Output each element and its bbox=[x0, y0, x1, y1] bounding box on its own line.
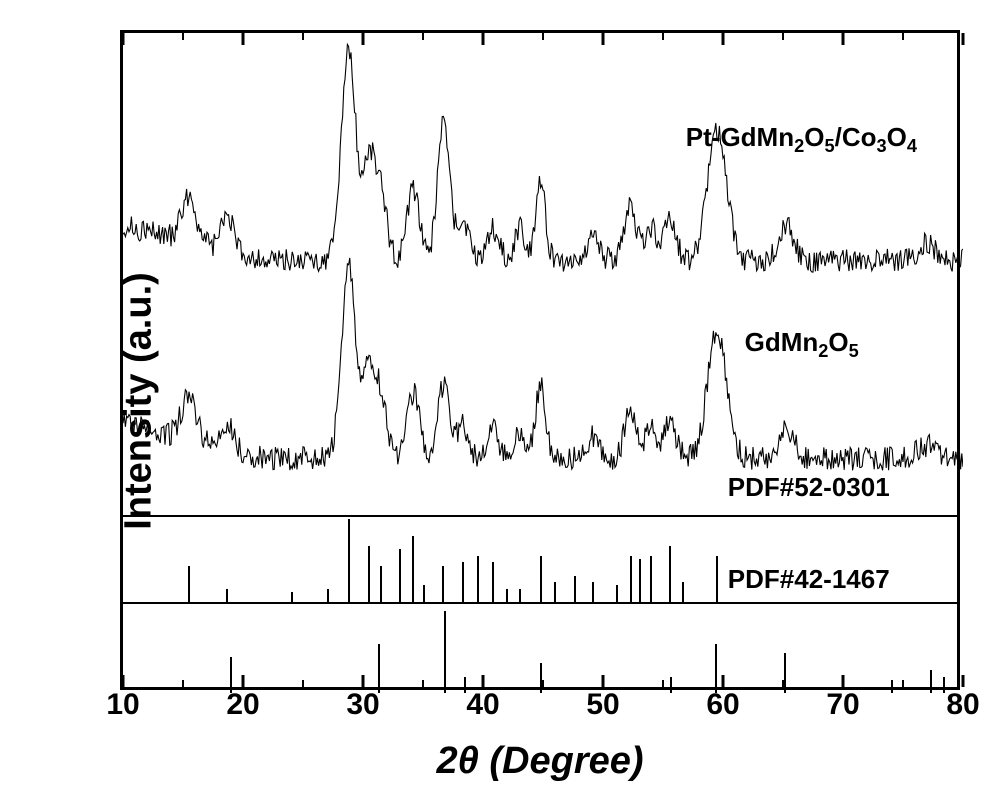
pdf-stick bbox=[464, 677, 466, 694]
pdf-stick bbox=[540, 663, 542, 693]
pdf-stick bbox=[462, 562, 464, 602]
pdf-stick bbox=[670, 677, 672, 694]
x-tick-label: 60 bbox=[706, 688, 739, 722]
x-axis-label: 2θ (Degree) bbox=[120, 740, 960, 783]
pdf-stick bbox=[574, 576, 576, 602]
pdf-stick bbox=[669, 546, 671, 602]
x-tick-label: 80 bbox=[946, 688, 979, 722]
pdf-stick bbox=[492, 562, 494, 602]
pdf-stick bbox=[943, 677, 945, 694]
pdf-stick bbox=[188, 566, 190, 602]
pdf-stick bbox=[368, 546, 370, 602]
x-tick-label: 10 bbox=[106, 688, 139, 722]
pdf-stick bbox=[230, 657, 232, 693]
pdf-stick bbox=[380, 566, 382, 602]
plot-area: 1020304050607080Pt-GdMn2O5/Co3O4GdMn2O5P… bbox=[120, 30, 960, 690]
annot_p52: PDF#52-0301 bbox=[728, 472, 890, 503]
pdf-stick bbox=[616, 585, 618, 602]
pdf-stick bbox=[423, 585, 425, 602]
pdf-stick bbox=[715, 644, 717, 694]
pdf-stick bbox=[540, 556, 542, 602]
pdf-stick bbox=[639, 559, 641, 602]
pdf-stick bbox=[784, 653, 786, 693]
pdf-stick bbox=[716, 556, 718, 602]
pdf-stick bbox=[226, 589, 228, 602]
pdf-stick bbox=[630, 556, 632, 602]
pdf-stick bbox=[444, 611, 446, 694]
pdf-stick bbox=[554, 582, 556, 602]
pdf-stick bbox=[891, 680, 893, 693]
pdf-stick bbox=[327, 589, 329, 602]
x-tick-label: 70 bbox=[826, 688, 859, 722]
pdf-stick bbox=[592, 582, 594, 602]
pdf-stick bbox=[650, 556, 652, 602]
pdf-stick bbox=[399, 549, 401, 602]
pdf-stick bbox=[506, 589, 508, 602]
xrd-figure: Intensity (a.u.) 1020304050607080Pt-GdMn… bbox=[0, 0, 1000, 801]
x-tick-label: 30 bbox=[346, 688, 379, 722]
pdf-stick bbox=[477, 556, 479, 602]
pdf-stick bbox=[291, 592, 293, 602]
pdf-stick bbox=[519, 589, 521, 602]
pdf-stick bbox=[682, 582, 684, 602]
pdf-stick bbox=[348, 519, 350, 602]
pdf-stick bbox=[930, 670, 932, 693]
annot_pt: Pt-GdMn2O5/Co3O4 bbox=[686, 122, 917, 157]
x-tick-label: 20 bbox=[226, 688, 259, 722]
annot_p42: PDF#42-1467 bbox=[728, 564, 890, 595]
pdf-stick bbox=[412, 536, 414, 602]
pdf-stick bbox=[442, 566, 444, 602]
annot_gd: GdMn2O5 bbox=[745, 327, 859, 362]
pdf-stick bbox=[378, 644, 380, 694]
x-tick-label: 50 bbox=[586, 688, 619, 722]
x-tick-label: 40 bbox=[466, 688, 499, 722]
